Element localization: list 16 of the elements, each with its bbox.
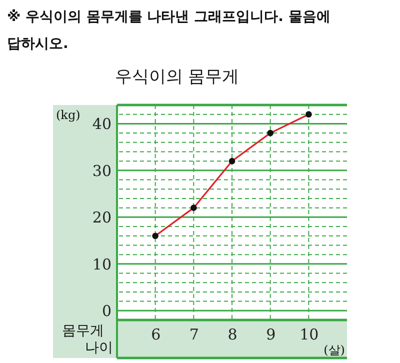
text: 나이: [85, 340, 113, 356]
x-tick-label: 6: [151, 326, 161, 344]
x-tick-label: 9: [266, 326, 276, 344]
chart-title: 우식이의 몸무게: [114, 67, 240, 87]
y-tick-label: 0: [102, 302, 112, 320]
y-tick-label: 40: [92, 115, 112, 134]
x-axis-title: (살): [324, 343, 345, 357]
y-tick-label: 20: [92, 208, 112, 227]
y-tick-label: 30: [92, 162, 112, 180]
x-tick-label: 7: [189, 326, 199, 344]
x-tick-label: 8: [228, 326, 238, 344]
y-tick-label: 10: [92, 255, 112, 274]
chart-subtitle: ※ 우식이의 몸무게를 나타낸 그래프입니다. 물음에 답하시오.: [7, 9, 330, 52]
y-axis-title: (kg): [56, 108, 80, 122]
x-tick-label: 10: [300, 326, 319, 344]
text: 몸무게: [62, 323, 104, 339]
